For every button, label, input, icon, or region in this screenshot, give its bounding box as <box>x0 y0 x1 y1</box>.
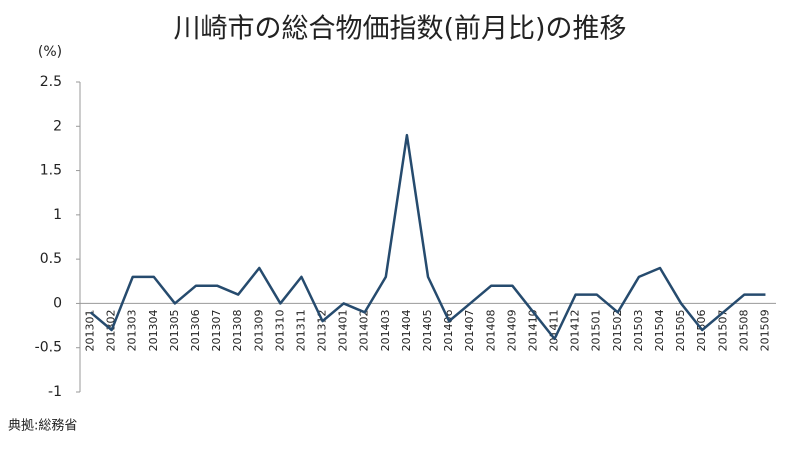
x-tick-label: 201402 <box>358 309 371 351</box>
source-note: 典拠:総務省 <box>8 419 77 434</box>
x-tick-label: 201411 <box>548 309 561 351</box>
x-tick-label: 201503 <box>632 309 645 351</box>
y-tick-label: -0.5 <box>35 340 62 356</box>
y-tick-label: -1 <box>48 384 62 400</box>
x-tick-label: 201412 <box>569 309 582 351</box>
y-tick-label: 0.5 <box>40 251 62 267</box>
x-tick-label: 201311 <box>294 309 307 351</box>
x-tick-label: 201305 <box>168 309 181 351</box>
y-tick-label: 0 <box>53 295 62 311</box>
y-tick-label: 2.5 <box>40 74 62 90</box>
x-tick-label: 201406 <box>442 309 455 351</box>
x-tick-label: 201404 <box>400 309 413 351</box>
x-tick-label: 201501 <box>590 309 603 351</box>
chart-title: 川崎市の総合物価指数(前月比)の推移 <box>173 14 626 45</box>
x-tick-label: 201307 <box>210 309 223 351</box>
x-tick-label: 201405 <box>421 309 434 351</box>
data-line <box>89 133 766 341</box>
x-tick-label: 201408 <box>484 309 497 351</box>
x-tick-label: 201504 <box>653 309 666 351</box>
x-tick-label: 201508 <box>737 309 750 351</box>
x-tick-label: 201308 <box>231 309 244 351</box>
x-tick-label: 201509 <box>758 309 771 351</box>
x-tick-label: 201401 <box>337 309 350 351</box>
y-tick-label: 2 <box>53 118 62 134</box>
x-tick-label: 201306 <box>189 309 202 351</box>
y-tick-label: 1 <box>53 207 62 223</box>
x-tick-label: 201310 <box>273 309 286 351</box>
x-tick-label: 201312 <box>316 309 329 351</box>
x-tick-label: 201409 <box>505 309 518 351</box>
x-tick-label: 201403 <box>379 309 392 351</box>
x-tick-label: 201502 <box>611 309 624 351</box>
x-tick-label: 201304 <box>147 309 160 351</box>
x-tick-label: 201309 <box>252 309 265 351</box>
x-tick-label: 201301 <box>84 309 97 351</box>
y-axis-label: (%) <box>38 44 62 60</box>
x-tick-label: 201303 <box>126 309 139 351</box>
x-tick-label: 201507 <box>716 309 729 351</box>
y-tick-label: 1.5 <box>40 163 62 179</box>
x-tick-label: 201407 <box>463 309 476 351</box>
x-tick-label: 201505 <box>674 309 687 351</box>
x-tick-label: 201410 <box>526 309 539 351</box>
